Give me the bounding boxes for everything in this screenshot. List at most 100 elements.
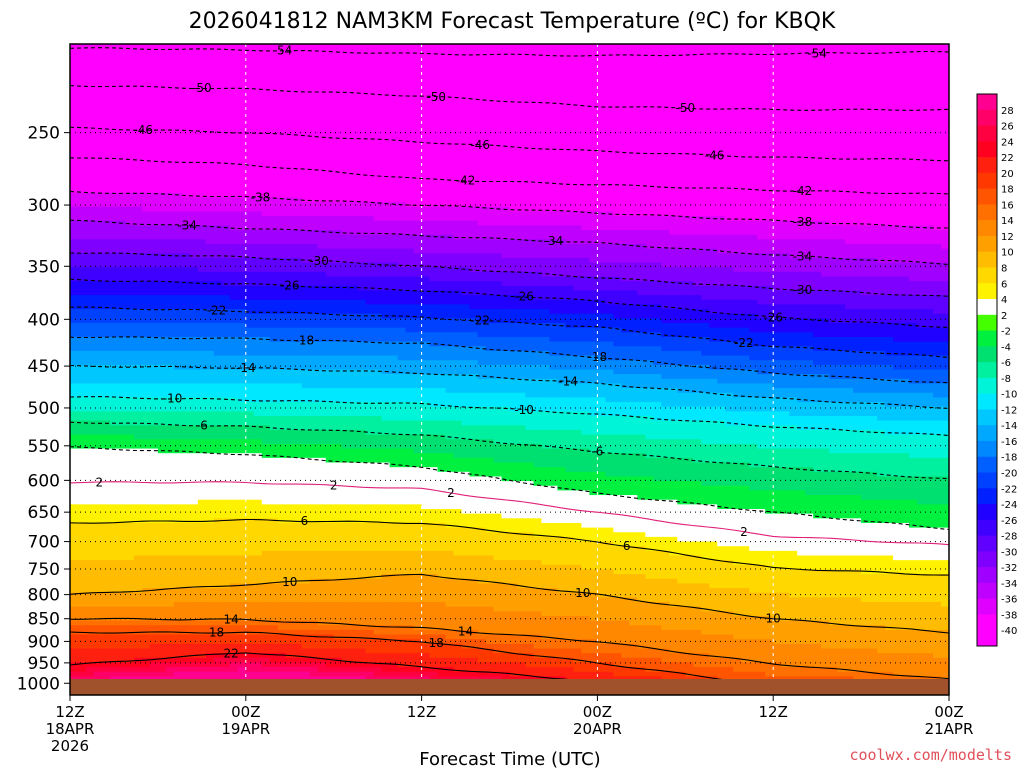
shade-cell: [181, 44, 191, 50]
shade-cell: [173, 639, 183, 645]
shade-cell: [197, 90, 207, 96]
shade-cell: [141, 318, 151, 324]
shade-cell: [189, 662, 199, 668]
shade-cell: [237, 620, 247, 626]
shade-cell: [109, 546, 119, 552]
shade-cell: [109, 285, 119, 292]
shade-cell: [229, 592, 239, 598]
shade-cell: [245, 90, 255, 96]
shade-cell: [157, 132, 167, 138]
shade-cell: [325, 318, 335, 324]
shade-cell: [325, 109, 335, 115]
shade-cell: [349, 397, 359, 403]
shade-cell: [205, 164, 215, 171]
shade-cell: [125, 402, 135, 408]
shade-cell: [229, 639, 239, 645]
shade-cell: [261, 383, 271, 389]
shade-cell: [85, 67, 95, 73]
shade-cell: [317, 597, 327, 603]
shade-cell: [133, 541, 143, 547]
shade-cell: [117, 169, 127, 175]
shade-cell: [277, 383, 287, 389]
shade-cell: [85, 606, 95, 612]
shade-cell: [325, 532, 335, 538]
shade-cell: [133, 304, 143, 310]
shade-cell: [285, 225, 295, 231]
shade-cell: [77, 346, 87, 352]
shade-cell: [309, 425, 319, 431]
shade-cell: [277, 178, 287, 185]
shade-cell: [213, 327, 223, 333]
shade-cell: [101, 81, 111, 87]
shade-cell: [157, 332, 167, 338]
shade-cell: [245, 262, 255, 268]
shade-cell: [125, 216, 135, 222]
shade-cell: [341, 420, 351, 426]
shade-cell: [317, 504, 327, 510]
shade-cell: [221, 504, 231, 510]
shade-cell: [205, 57, 215, 64]
shade-cell: [133, 425, 143, 431]
shade-cell: [325, 402, 335, 408]
shade-cell: [157, 532, 167, 538]
shade-cell: [181, 220, 191, 226]
shade-cell: [85, 397, 95, 403]
shade-cell: [293, 569, 303, 575]
shade-cell: [229, 192, 239, 199]
shade-cell: [197, 267, 207, 273]
shade-cell: [277, 271, 287, 278]
shade-cell: [285, 406, 295, 412]
shade-cell: [221, 639, 231, 645]
shade-cell: [349, 127, 359, 133]
shade-cell: [237, 123, 247, 129]
shade-cell: [285, 509, 295, 515]
shade-cell: [197, 541, 207, 547]
shade-cell: [221, 388, 231, 394]
shade-cell: [77, 536, 87, 543]
shade-cell: [141, 541, 151, 547]
shade-cell: [205, 550, 215, 557]
shade-cell: [173, 583, 183, 589]
shade-cell: [205, 248, 215, 254]
shade-cell: [133, 411, 143, 417]
shade-cell: [349, 192, 359, 199]
shade-cell: [309, 48, 319, 54]
shade-cell: [70, 109, 79, 115]
shade-cell: [237, 374, 247, 380]
shade-cell: [85, 57, 95, 64]
shade-cell: [189, 457, 199, 464]
shade-cell: [101, 388, 111, 394]
shade-cell: [301, 76, 311, 82]
shade-cell: [293, 281, 303, 287]
shade-cell: [197, 225, 207, 231]
shade-cell: [269, 271, 279, 278]
shade-cell: [237, 48, 247, 54]
shade-cell: [293, 639, 303, 645]
shade-cell: [253, 429, 263, 436]
shade-cell: [173, 350, 183, 357]
shade-cell: [125, 332, 135, 338]
shade-cell: [157, 220, 167, 226]
shade-cell: [333, 406, 343, 412]
shade-cell: [70, 76, 79, 82]
shade-cell: [301, 281, 311, 287]
shade-cell: [341, 667, 351, 673]
shade-cell: [165, 592, 175, 598]
shade-cell: [301, 257, 311, 264]
shade-cell: [349, 448, 359, 454]
shade-cell: [125, 299, 135, 305]
shade-cell: [93, 95, 103, 101]
shade-cell: [269, 113, 279, 119]
shade-cell: [157, 304, 167, 310]
shade-cell: [213, 304, 223, 310]
shade-cell: [173, 578, 183, 584]
shade-cell: [253, 592, 263, 598]
shade-cell: [325, 346, 335, 352]
shade-cell: [157, 476, 167, 482]
shade-cell: [317, 150, 327, 157]
shade-cell: [85, 141, 95, 147]
shade-cell: [165, 243, 175, 250]
shade-cell: [333, 495, 343, 501]
shade-cell: [157, 48, 167, 54]
shade-cell: [309, 671, 319, 677]
